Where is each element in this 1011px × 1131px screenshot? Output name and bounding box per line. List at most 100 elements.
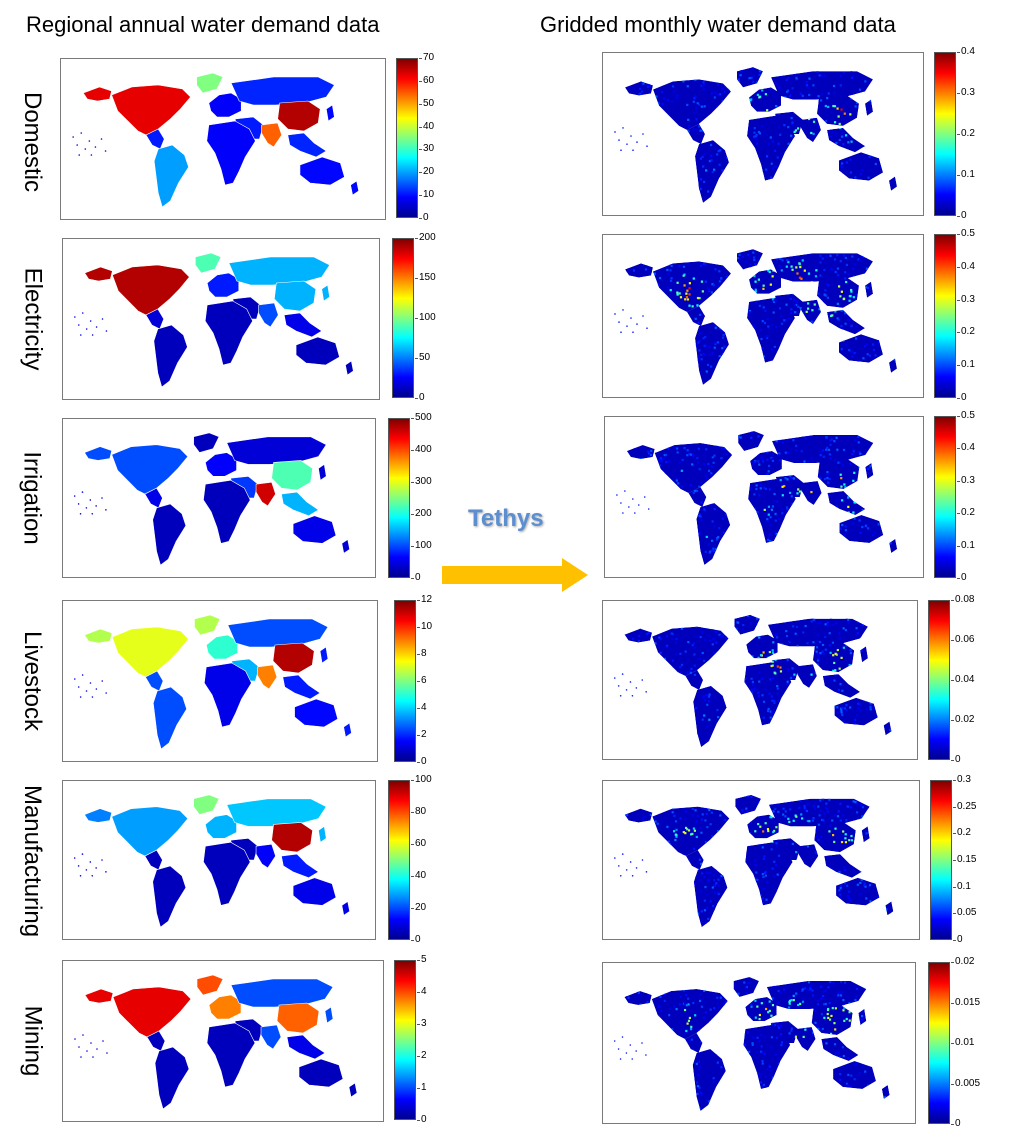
- gridded-tick-label: 0: [957, 392, 967, 403]
- region-gl: [195, 252, 222, 274]
- gridded-tick-label: 0.15: [952, 854, 977, 865]
- region-in: [255, 481, 276, 507]
- region-na: [111, 84, 192, 136]
- regional-tick-label: 6: [417, 675, 427, 686]
- region-ru: [227, 618, 329, 648]
- regional-map-mining: [62, 960, 384, 1122]
- gridded-tick-label: 0.04: [950, 674, 975, 685]
- region-ak: [84, 808, 113, 823]
- world-map-regional-manufacturing: [73, 794, 350, 928]
- gridded-tick-label: 0.4: [957, 46, 975, 57]
- gridded-tick-label: 0.3: [957, 293, 975, 305]
- region-na: [111, 806, 189, 857]
- gridded-map-irrigation: [604, 416, 924, 578]
- gridded-map-electricity: [602, 234, 924, 398]
- region-ru: [226, 798, 327, 827]
- region-au: [294, 698, 339, 728]
- gridded-colorbar-manufacturing: [930, 780, 952, 940]
- region-ak: [84, 446, 113, 461]
- region-af: [204, 300, 253, 366]
- world-map-regional-electricity: [74, 252, 354, 388]
- row-label-mining: Mining: [19, 1005, 47, 1077]
- region-sea: [281, 853, 319, 879]
- gridded-tick-label: 0.1: [957, 359, 975, 371]
- region-ru: [230, 978, 334, 1008]
- regional-tick-label: 0: [415, 392, 425, 403]
- region-sea: [286, 1034, 326, 1060]
- region-sa: [153, 144, 189, 208]
- region-af: [206, 1022, 256, 1088]
- region-gl: [194, 614, 221, 636]
- region-in: [260, 1024, 282, 1050]
- region-gl: [193, 794, 220, 815]
- region-sa: [152, 503, 187, 566]
- region-ca: [145, 670, 164, 692]
- region-sea: [282, 674, 321, 700]
- region-au: [292, 877, 337, 906]
- region-cn: [276, 1002, 320, 1034]
- regional-tick-label: 500: [411, 412, 432, 423]
- regional-tick-label: 40: [410, 870, 427, 881]
- region-jp: [325, 104, 335, 122]
- region-jp: [321, 284, 330, 302]
- region-eu: [205, 634, 238, 660]
- regional-tick-label: 70: [418, 52, 435, 63]
- regional-tick-label: 200: [411, 508, 432, 519]
- gridded-tick-label: 0.1: [957, 539, 975, 551]
- regional-tick-label: 100: [411, 540, 432, 551]
- region-sea: [287, 132, 327, 158]
- regional-tick-label: 1: [417, 1082, 427, 1093]
- regional-tick-label: 150: [415, 272, 436, 283]
- regional-tick-label: 10: [418, 189, 435, 201]
- region-cn: [277, 100, 321, 132]
- region-ca: [144, 849, 163, 871]
- region-af: [206, 120, 256, 186]
- regional-tick-label: 10: [416, 621, 433, 632]
- world-map-gridded-electricity: [614, 249, 897, 385]
- row-label-electricity: Electricity: [19, 267, 46, 371]
- gridded-tick-label: 0.02: [950, 714, 975, 725]
- gridded-tick-label: 0.01: [950, 1037, 975, 1048]
- regional-tick-label: 50: [414, 352, 431, 363]
- world-map-gridded-domestic: [614, 67, 897, 203]
- regional-tick-label: 4: [417, 986, 427, 997]
- region-nz: [341, 900, 350, 916]
- world-map-gridded-mining: [613, 977, 890, 1111]
- region-cn: [271, 460, 313, 491]
- region-jp: [318, 825, 327, 843]
- region-ak: [84, 628, 113, 644]
- gridded-colorbar-electricity: [934, 234, 956, 398]
- regional-tick-label: 0: [419, 212, 429, 223]
- region-ru: [230, 76, 335, 106]
- gridded-map-manufacturing: [602, 780, 920, 940]
- region-cn: [274, 280, 317, 312]
- regional-tick-label: 200: [415, 232, 436, 243]
- gridded-map-livestock: [602, 600, 918, 760]
- world-map-gridded-manufacturing: [614, 794, 894, 928]
- region-gl: [196, 974, 224, 996]
- gridded-tick-label: 0.4: [957, 442, 975, 454]
- world-map-regional-mining: [74, 974, 358, 1110]
- region-cn: [271, 822, 313, 853]
- regional-tick-label: 2: [417, 1050, 427, 1061]
- regional-tick-label: 30: [418, 143, 435, 155]
- regional-tick-label: 5: [417, 954, 427, 965]
- regional-tick-label: 20: [410, 902, 427, 913]
- gridded-tick-label: 0.3: [957, 87, 975, 98]
- gridded-tick-label: 0.5: [957, 228, 975, 239]
- region-ru: [226, 436, 327, 465]
- gridded-tick-label: 0: [951, 1118, 961, 1129]
- gridded-tick-label: 0.3: [953, 774, 971, 785]
- region-gl: [193, 432, 220, 453]
- regional-tick-label: 400: [411, 444, 432, 455]
- gridded-tick-label: 0.5: [957, 410, 975, 421]
- gridded-tick-label: 0: [957, 572, 967, 583]
- region-sea: [283, 312, 323, 338]
- regional-tick-label: 50: [418, 97, 435, 109]
- world-map-gridded-irrigation: [616, 431, 898, 565]
- regional-colorbar-electricity: [392, 238, 414, 398]
- region-ak: [84, 988, 114, 1004]
- row-label-irrigation: Irrigation: [19, 451, 46, 545]
- gridded-colorbar-irrigation: [934, 416, 956, 578]
- regional-colorbar-manufacturing: [388, 780, 410, 940]
